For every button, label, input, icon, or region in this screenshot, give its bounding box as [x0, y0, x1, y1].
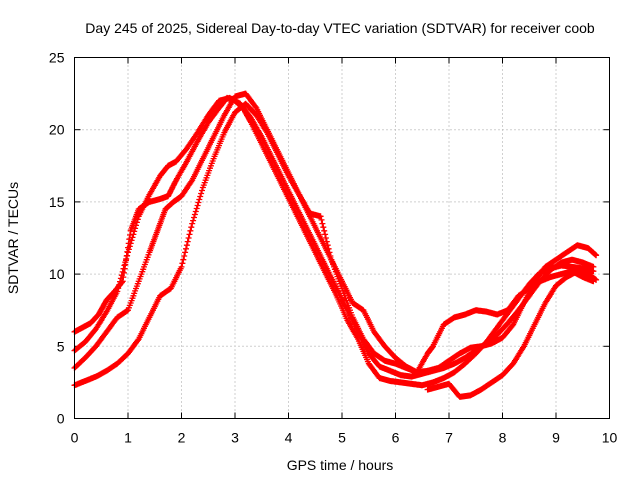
data-point	[190, 217, 197, 224]
data-point	[122, 259, 129, 266]
data-point	[184, 238, 191, 245]
data-point	[197, 193, 204, 200]
plot-frame	[74, 57, 610, 419]
data-point	[129, 234, 136, 241]
data-point	[188, 224, 195, 231]
series-trace-5	[424, 268, 600, 400]
data-point	[199, 187, 205, 194]
x-tick-label: 1	[124, 430, 132, 446]
data-point	[182, 249, 189, 256]
data-point	[191, 214, 197, 221]
data-point	[187, 227, 194, 234]
x-tick-label: 5	[338, 430, 346, 446]
y-tick-label: 0	[57, 411, 65, 427]
data-point	[322, 231, 329, 238]
x-axis-label: GPS time / hours	[287, 457, 394, 473]
data-point	[116, 281, 123, 288]
data-point	[117, 278, 123, 285]
series-layer	[71, 90, 600, 400]
x-tick-label: 10	[602, 430, 618, 446]
data-point	[130, 231, 137, 238]
data-point	[195, 199, 202, 206]
data-point	[183, 242, 190, 249]
data-point	[186, 231, 193, 238]
chart-title: Day 245 of 2025, Sidereal Day-to-day VTE…	[85, 20, 595, 36]
data-point	[125, 246, 132, 253]
data-point	[123, 255, 130, 262]
data-point	[114, 288, 121, 295]
y-tick-label: 20	[49, 122, 65, 138]
x-tick-label: 3	[231, 430, 239, 446]
x-tick-label: 9	[552, 430, 560, 446]
data-point	[196, 196, 203, 203]
x-tick-label: 4	[285, 430, 293, 446]
data-point	[320, 224, 327, 231]
data-point	[593, 252, 600, 259]
data-point	[179, 260, 186, 267]
data-point	[119, 268, 126, 275]
data-point	[317, 213, 324, 220]
data-point	[189, 220, 196, 227]
data-point	[115, 285, 122, 292]
data-point	[590, 263, 597, 270]
data-point	[134, 216, 141, 223]
data-point	[194, 202, 201, 209]
y-tick-label: 25	[49, 50, 65, 66]
x-tick-label: 2	[178, 430, 186, 446]
data-point	[183, 245, 189, 252]
y-tick-label: 15	[49, 194, 65, 210]
data-point	[131, 228, 138, 235]
data-point	[193, 205, 200, 212]
data-point	[318, 216, 325, 223]
x-tick-label: 6	[392, 430, 400, 446]
x-tick-label: 7	[445, 430, 453, 446]
data-point	[319, 220, 326, 227]
data-point	[198, 190, 205, 197]
y-tick-label: 5	[57, 338, 65, 354]
data-point	[125, 249, 131, 256]
data-point	[128, 237, 135, 244]
data-point	[133, 219, 140, 226]
data-point	[124, 252, 131, 259]
data-point	[192, 208, 199, 215]
data-point	[117, 275, 124, 282]
x-tick-label: 0	[71, 430, 79, 446]
data-point	[126, 243, 133, 250]
data-point	[593, 276, 600, 283]
data-point	[185, 235, 192, 241]
data-point	[121, 262, 128, 269]
data-point	[120, 265, 127, 272]
data-point	[118, 272, 125, 279]
y-tick-label: 10	[49, 266, 65, 282]
y-axis-label: SDTVAR / TECUs	[5, 182, 21, 294]
data-point	[178, 263, 185, 270]
data-point	[127, 240, 134, 247]
data-point	[132, 225, 139, 232]
data-point	[322, 235, 329, 241]
data-point	[321, 227, 328, 234]
x-tick-label: 8	[499, 430, 507, 446]
data-point	[133, 222, 139, 229]
data-point	[181, 253, 188, 259]
data-point	[180, 256, 187, 263]
data-point	[191, 211, 198, 218]
